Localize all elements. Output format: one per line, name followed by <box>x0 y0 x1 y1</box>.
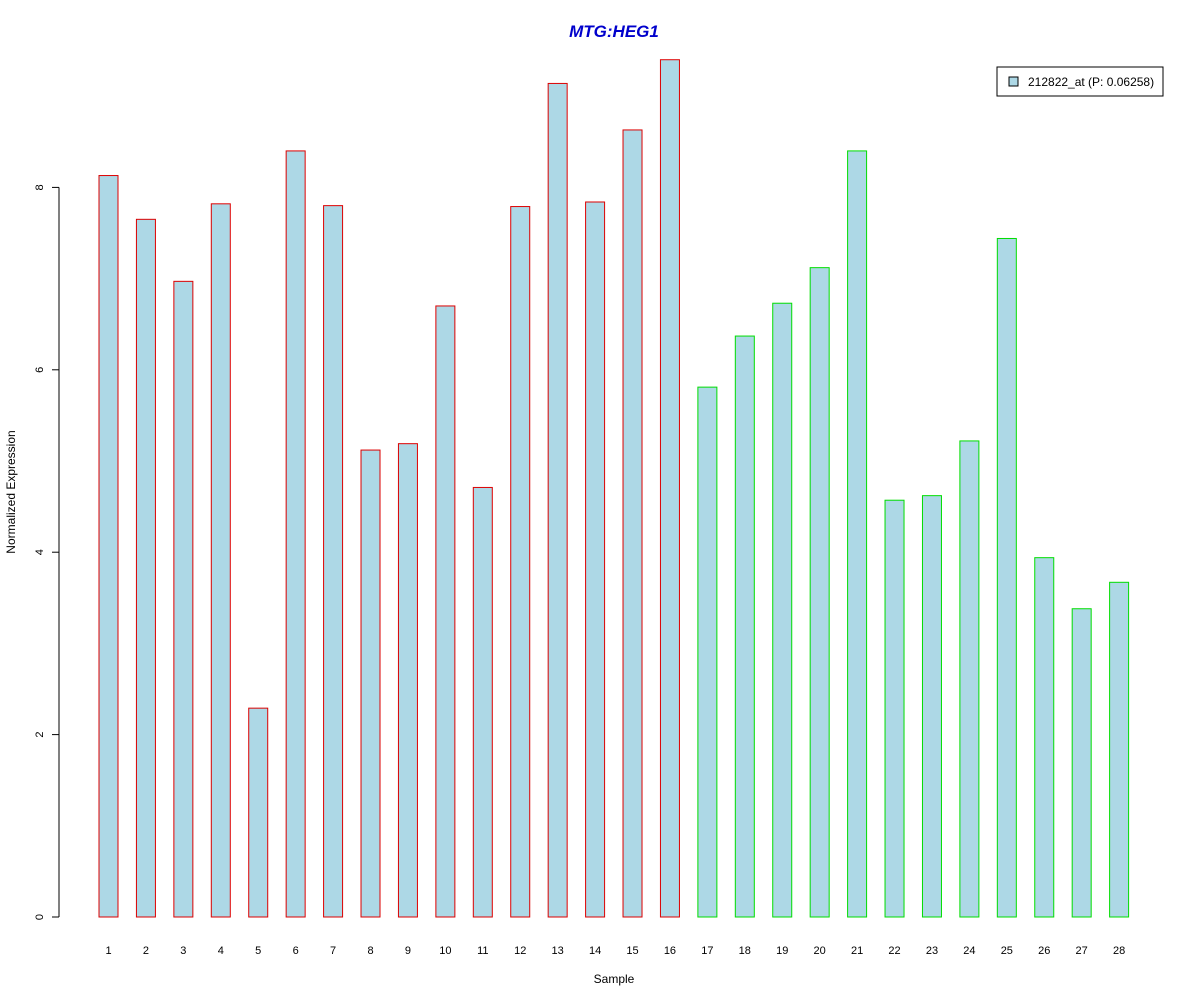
bar-sample-22 <box>884 499 905 918</box>
bar-sample-14 <box>585 201 606 918</box>
y-axis: 0 2 4 6 8 <box>34 184 60 920</box>
x-tick-label: 14 <box>589 945 601 957</box>
bar-sample-1 <box>98 175 119 918</box>
legend-box <box>996 66 1164 97</box>
chart-title: MTG:HEG1 <box>569 22 659 41</box>
x-tick-label: 11 <box>477 945 488 957</box>
bar-sample-13 <box>547 82 568 918</box>
y-tick-label: 4 <box>34 549 46 555</box>
x-tick-label: 12 <box>514 945 526 957</box>
x-tick-label: 26 <box>1038 945 1050 957</box>
y-tick-label: 8 <box>34 184 46 190</box>
x-tick-label: 18 <box>739 945 751 957</box>
x-tick-label: 22 <box>888 945 900 957</box>
x-tick-label: 10 <box>439 945 451 957</box>
x-axis-title: Sample <box>594 972 635 986</box>
x-tick-label: 8 <box>367 945 373 957</box>
bar-sample-20 <box>809 267 830 918</box>
bar-sample-21 <box>847 150 868 918</box>
legend-label: 212822_at (P: 0.06258) <box>1028 75 1154 89</box>
bar-sample-12 <box>510 206 531 918</box>
x-tick-label: 24 <box>963 945 975 957</box>
bar-sample-17 <box>697 386 718 918</box>
y-tick-label: 2 <box>34 732 46 738</box>
bar-sample-19 <box>772 302 793 918</box>
x-tick-label: 19 <box>776 945 788 957</box>
x-tick-label: 3 <box>180 945 186 957</box>
bar-sample-10 <box>435 305 456 918</box>
x-tick-label: 23 <box>926 945 938 957</box>
x-tick-label: 17 <box>701 945 713 957</box>
bars <box>98 59 1130 918</box>
x-tick-label: 1 <box>105 945 111 957</box>
legend: 212822_at (P: 0.06258) <box>996 66 1164 97</box>
x-tick-label: 5 <box>255 945 261 957</box>
y-tick-label: 6 <box>34 367 46 373</box>
x-tick-label: 20 <box>814 945 826 957</box>
x-tick-label: 4 <box>218 945 224 957</box>
bar-sample-23 <box>921 495 942 918</box>
bar-sample-11 <box>472 486 493 918</box>
x-tick-label: 15 <box>626 945 638 957</box>
bar-sample-4 <box>210 203 231 918</box>
bar-sample-8 <box>360 449 381 918</box>
bar-sample-24 <box>959 440 980 918</box>
x-tick-label: 28 <box>1113 945 1125 957</box>
x-tick-label: 16 <box>664 945 676 957</box>
x-tick-label: 13 <box>552 945 564 957</box>
bar-sample-16 <box>659 59 680 918</box>
bar-sample-27 <box>1071 608 1092 918</box>
bar-sample-15 <box>622 129 643 918</box>
bar-sample-6 <box>285 150 306 918</box>
bar-sample-28 <box>1109 581 1130 918</box>
x-tick-label: 7 <box>330 945 336 957</box>
bar-sample-25 <box>996 237 1017 918</box>
bar-sample-18 <box>734 335 755 918</box>
y-axis-title: Normalized Expression <box>4 430 18 553</box>
bar-sample-26 <box>1034 557 1055 918</box>
bar-sample-5 <box>248 707 269 918</box>
y-tick-label: 0 <box>34 914 46 920</box>
x-axis-tick-labels: 1 2 3 4 5 6 7 8 9 10 11 12 13 14 15 16 17 18 19 20 21 22 23 24 2… <box>105 945 1125 957</box>
bar-sample-2 <box>135 218 156 918</box>
legend-swatch <box>1008 76 1019 87</box>
x-tick-label: 9 <box>405 945 411 957</box>
x-tick-label: 2 <box>143 945 149 957</box>
bar-sample-7 <box>323 205 344 918</box>
x-tick-label: 6 <box>293 945 299 957</box>
bar-sample-9 <box>397 443 418 918</box>
bar-sample-3 <box>173 280 194 918</box>
x-tick-label: 25 <box>1001 945 1013 957</box>
x-tick-label: 27 <box>1076 945 1088 957</box>
x-tick-label: 21 <box>851 945 863 957</box>
